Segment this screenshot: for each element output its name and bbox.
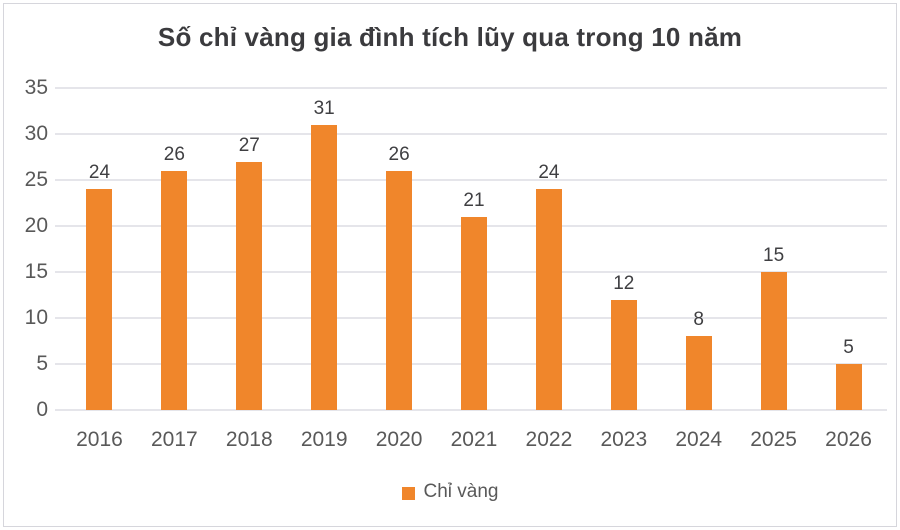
- bar-value-label: 8: [693, 309, 704, 330]
- x-axis-tick-label: 2019: [300, 428, 348, 451]
- bar: [386, 171, 413, 410]
- bar-group: 12: [586, 88, 661, 410]
- bar: [835, 364, 862, 410]
- bar-group: 31: [287, 88, 362, 410]
- bar: [86, 189, 113, 410]
- x-axis-tick-label: 2022: [525, 428, 573, 451]
- y-axis: 0 5 10 15 20 25 30 35: [4, 4, 48, 526]
- bar-group: 26: [362, 88, 437, 410]
- bar: [236, 162, 263, 410]
- bar-group: 8: [661, 88, 736, 410]
- legend-label: Chỉ vàng: [423, 481, 499, 502]
- y-axis-tick-label: 0: [36, 398, 48, 421]
- bar: [535, 189, 562, 410]
- gridline: [55, 133, 887, 135]
- bar: [685, 336, 712, 410]
- y-axis-tick-label: 35: [24, 76, 48, 99]
- gridline: [55, 409, 887, 411]
- bar-group: 26: [137, 88, 212, 410]
- x-axis-tick-label: 2026: [825, 428, 872, 451]
- x-axis-tick-label: 2023: [600, 428, 648, 451]
- bar: [161, 171, 188, 410]
- x-axis-tick-label: 2025: [750, 428, 797, 451]
- y-axis-tick-label: 30: [24, 122, 48, 145]
- x-axis-tick-label: 2021: [450, 428, 498, 451]
- legend: Chỉ vàng: [4, 481, 896, 503]
- y-axis-tick-label: 25: [24, 168, 48, 191]
- bar: [311, 125, 338, 410]
- y-axis-tick-label: 10: [24, 306, 48, 329]
- x-axis-tick-label: 2017: [151, 428, 198, 451]
- bar-value-label: 27: [238, 135, 260, 156]
- bar-value-label: 26: [163, 144, 185, 165]
- y-axis-tick-label: 5: [36, 352, 48, 375]
- x-axis-tick-label: 2020: [375, 428, 423, 451]
- bar-value-label: 5: [843, 337, 854, 358]
- gridline: [55, 179, 887, 181]
- chart-frame: Số chỉ vàng gia đình tích lũy qua trong …: [3, 3, 897, 527]
- bar-value-label: 31: [313, 98, 335, 119]
- bar: [460, 217, 487, 410]
- gridline: [55, 87, 887, 89]
- x-axis: 2016 2017 2018 2019 2020 2021 2022 2023 2024 2025…: [62, 428, 886, 452]
- x-axis-tick-label: 2016: [76, 428, 123, 451]
- bar-value-label: 24: [88, 162, 111, 183]
- bar-group: 15: [736, 88, 811, 410]
- x-axis-tick-label: 2024: [675, 428, 723, 451]
- legend-swatch-icon: [401, 486, 415, 500]
- chart-title: Số chỉ vàng gia đình tích lũy qua trong …: [157, 22, 743, 52]
- bar-group: 27: [212, 88, 287, 410]
- y-axis-tick-label: 15: [24, 260, 48, 283]
- plot-area: 24 26 27 31 26 21 24 12 8 15 5: [62, 88, 886, 410]
- y-axis-tick-label: 20: [24, 214, 48, 237]
- bar-value-label: 12: [613, 273, 635, 294]
- bar-group: 24: [62, 88, 137, 410]
- bar: [610, 300, 637, 410]
- bar-value-label: 21: [463, 190, 485, 211]
- x-axis-tick-label: 2018: [225, 428, 273, 451]
- bar-group: 24: [511, 88, 586, 410]
- bar-value-label: 26: [388, 144, 410, 165]
- bar: [760, 272, 787, 410]
- bar-group: 5: [811, 88, 886, 410]
- bar-value-label: 15: [763, 245, 785, 266]
- bar-group: 21: [437, 88, 512, 410]
- bar-value-label: 24: [538, 162, 560, 183]
